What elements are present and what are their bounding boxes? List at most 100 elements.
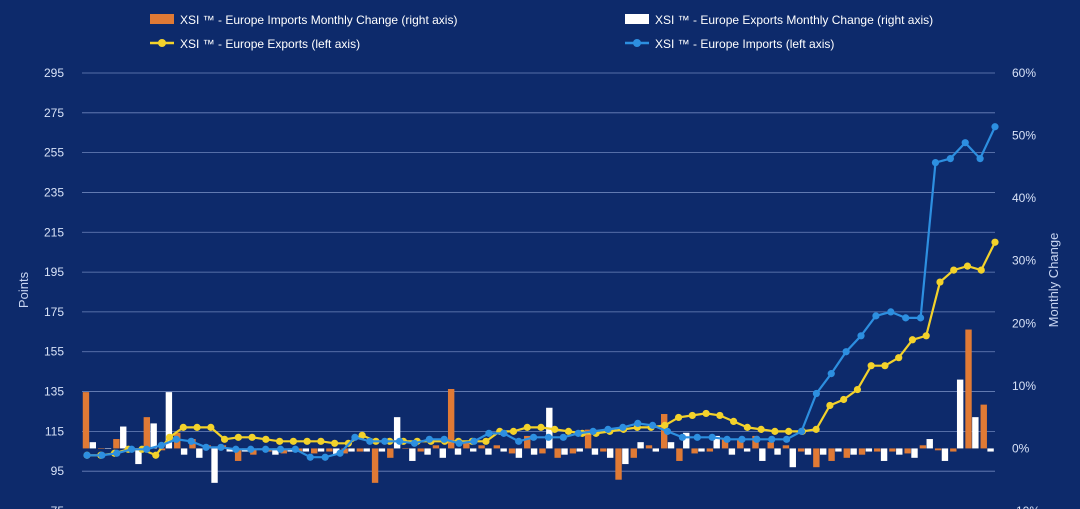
imports-change-bar-32 [569,448,577,454]
imports-change-bar-56 [934,448,942,451]
imports-change-bar-20 [387,448,394,458]
imports-point-11 [247,445,255,453]
exports-point-20 [358,431,366,439]
exports-point-35 [564,427,573,435]
legend-swatch-dot-3 [633,39,641,47]
exports-change-bar-58 [972,417,979,449]
imports-point-22 [410,439,419,447]
imports-point-54 [887,308,895,316]
imports-change-bar-55 [919,445,927,449]
right-tick-6: 0% [1012,441,1030,455]
exports-change-bar-20 [393,417,401,449]
exports-point-49 [757,425,765,433]
imports-point-3 [128,445,136,453]
exports-point-11 [234,433,242,441]
imports-point-51 [842,348,850,356]
exports-change-bar-37 [652,448,660,452]
exports-change-bar-3 [135,448,142,465]
imports-point-27 [485,429,493,437]
imports-point-45 [753,435,761,443]
right-axis-label: Monthly Change [1046,233,1061,328]
imports-point-12 [262,445,270,453]
imports-change-bar-1 [97,448,105,449]
imports-change-bar-0 [82,392,90,449]
exports-point-34 [551,425,559,433]
exports-change-bar-23 [439,448,446,458]
imports-change-bar-51 [858,448,866,455]
imports-point-8 [202,443,210,451]
exports-change-bar-50 [850,448,857,455]
imports-point-7 [187,437,195,445]
exports-point-13 [262,435,270,443]
exports-point-44 [688,411,696,420]
imports-point-37 [634,419,642,427]
imports-point-10 [232,445,240,453]
imports-change-bar-49 [828,448,835,461]
imports-point-16 [321,453,329,461]
imports-point-9 [217,443,225,451]
imports-change-bar-26 [478,445,485,449]
imports-change-bar-5 [158,448,166,451]
left-tick-2: 255 [44,146,64,160]
exports-point-55 [840,395,848,404]
exports-point-29 [482,437,490,445]
imports-change-bar-47 [797,448,805,452]
imports-point-60 [976,155,984,163]
exports-change-bar-35 [622,448,629,465]
exports-point-66 [991,238,999,246]
imports-point-61 [991,123,999,131]
imports-change-bar-21 [402,448,409,449]
series-lines [83,123,999,461]
imports-change-bar-30 [539,448,546,454]
imports-change-bar-48 [813,448,820,468]
right-tick-1: 50% [1012,129,1036,143]
imports-point-42 [708,433,716,441]
imports-point-6 [172,435,180,443]
imports-change-bar-40 [691,448,698,454]
exports-line [87,241,996,457]
exports-change-bar-14 [302,448,310,452]
imports-point-28 [500,429,508,437]
exports-change-bar-8 [211,448,218,483]
imports-point-59 [961,139,969,147]
right-tick-4: 20% [1012,316,1036,330]
imports-point-38 [649,421,657,429]
imports-change-bar-59 [980,404,987,449]
exports-point-47 [730,417,738,426]
exports-change-bar-39 [683,432,690,449]
exports-point-51 [785,427,793,435]
left-tick-8: 135 [44,385,64,399]
imports-point-29 [515,437,523,445]
imports-point-49 [812,389,820,398]
exports-point-43 [674,413,683,422]
legend-swatch-0 [150,14,174,24]
right-axis-ticks: 60% 50% 40% 30% 20% 10% 0% -10% [1012,66,1040,509]
imports-change-bar-24 [447,388,455,449]
exports-change-bar-19 [378,448,386,452]
imports-change-bar-41 [706,448,714,452]
exports-point-58 [881,362,889,370]
imports-change-bar-19 [371,448,379,483]
legend-swatch-1 [625,14,649,24]
imports-point-40 [678,433,687,441]
exports-change-bar-28 [515,448,523,458]
exports-change-bar-48 [820,448,827,455]
imports-change-bar-23 [432,445,440,449]
imports-change-bar-28 [508,448,516,454]
exports-point-63 [950,266,958,274]
exports-change-bar-27 [500,448,507,452]
exports-change-bar-38 [667,442,675,449]
imports-change-bar-52 [874,448,881,452]
exports-point-18 [331,439,339,447]
imports-point-44 [738,435,746,443]
imports-change-bar-42 [721,439,729,449]
exports-point-33 [537,423,545,431]
exports-change-bar-1 [104,448,112,449]
imports-change-bar-43 [737,439,744,449]
exports-change-bar-33 [591,448,599,455]
exports-point-10 [220,435,229,443]
exports-change-bar-25 [470,448,477,452]
legend-label-1: XSI ™ - Europe Exports Monthly Change (r… [655,13,933,27]
imports-point-55 [902,314,910,322]
imports-change-bar-10 [234,448,242,461]
